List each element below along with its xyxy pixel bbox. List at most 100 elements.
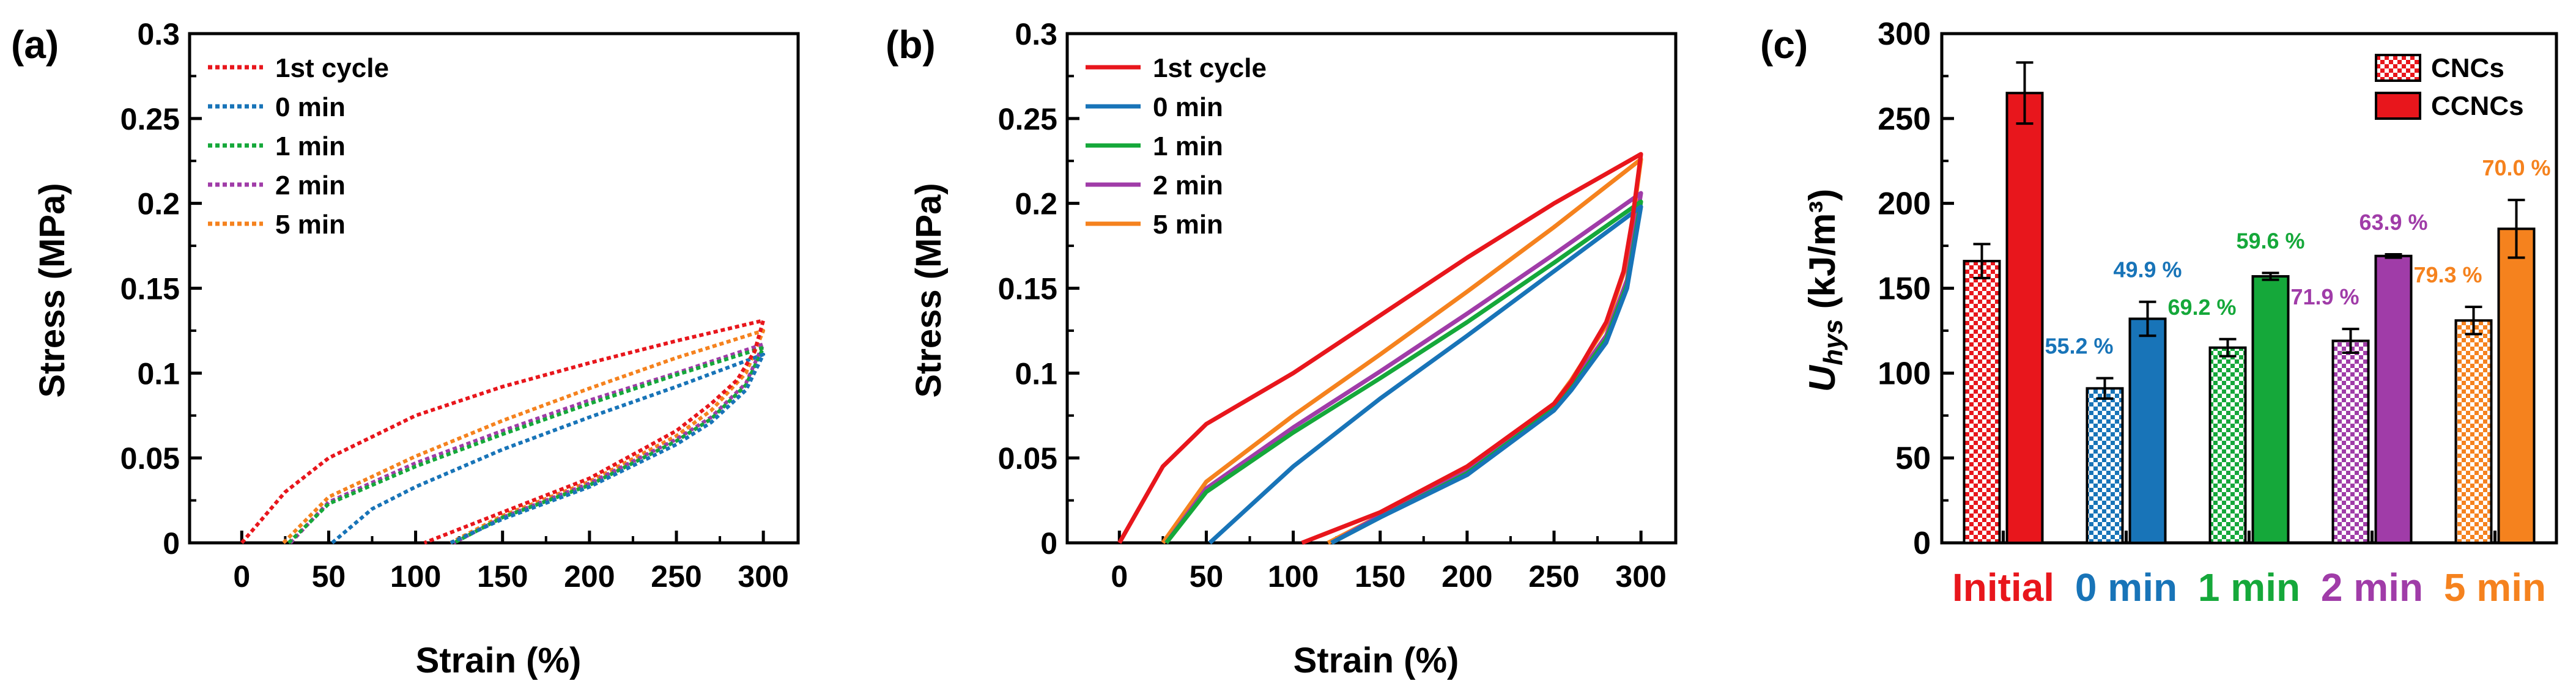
legend-swatch-cncs (2375, 54, 2421, 82)
series-line-5-min (1161, 157, 1643, 545)
legend-label: CCNCs (2431, 91, 2524, 121)
legend-label: 2 min (275, 171, 346, 201)
x-tick-label: 100 (390, 559, 441, 594)
y-tick-label: 0.15 (998, 272, 1057, 306)
y-tick-label: 200 (1878, 186, 1931, 222)
y-axis-label-symbol: U (1802, 364, 1843, 392)
y-axis-label-units: (kJ/m³) (1802, 189, 1843, 319)
y-tick-label: 250 (1878, 101, 1931, 137)
y-tick-label: 0.3 (137, 17, 180, 51)
x-tick-label: 300 (738, 559, 788, 594)
series-line-0-min (331, 352, 766, 545)
category-label: Initial (1952, 565, 2054, 609)
series-line-0-min (1208, 204, 1643, 545)
y-axis-label: Stress (MPa) (32, 183, 72, 397)
series-line-1-min (1164, 199, 1643, 545)
y-tick-label: 0.3 (1015, 17, 1057, 51)
series-line-2-min (289, 342, 766, 545)
y-tick-label: 0 (163, 526, 180, 561)
panel-label: (b) (886, 23, 936, 67)
x-tick-label: 200 (1442, 559, 1492, 594)
x-tick-label: 100 (1268, 559, 1319, 594)
legend-label: CNCs (2431, 53, 2504, 83)
bar-cncs-initial (1963, 260, 2001, 544)
series-line-1st-cycle (240, 318, 766, 545)
percent-annotation: 69.2 % (2167, 295, 2236, 320)
x-tick-label: 250 (1528, 559, 1579, 594)
bar-ccncs-initial (2005, 92, 2044, 544)
bar-cncs-2-min (2331, 339, 2370, 544)
bar-ccncs-2-min (2374, 254, 2413, 544)
x-tick-label: 0 (1111, 559, 1128, 594)
y-tick-label: 0.25 (998, 102, 1057, 136)
percent-annotation: 49.9 % (2113, 257, 2182, 282)
x-tick-label: 50 (1190, 559, 1224, 594)
bar-ccncs-1-min (2251, 275, 2290, 544)
y-tick-label: 100 (1878, 356, 1931, 391)
y-tick-label: 0.2 (137, 187, 180, 221)
percent-annotation: 70.0 % (2482, 155, 2550, 180)
panel-a: (a) Stress (MPa) Strain (%) 0 50 100 150 200… (11, 17, 800, 680)
bar-cncs-1-min (2208, 346, 2247, 545)
panel-b: (b) Stress (MPa) Strain (%) 0 50 100 150 200… (886, 17, 1678, 680)
legend-label: 5 min (1153, 210, 1223, 240)
panel-label: (a) (11, 23, 59, 67)
legend-label: 0 min (1153, 92, 1223, 122)
y-axis-label: Uhys (kJ/m³) (1802, 189, 1848, 392)
y-tick-label: 0.25 (120, 102, 180, 136)
legend-swatch-ccncs (2375, 92, 2421, 120)
x-axis-label: Strain (%) (416, 641, 582, 680)
category-label: 1 min (2198, 565, 2300, 609)
x-tick-label: 250 (651, 559, 701, 594)
percent-annotation: 63.9 % (2359, 210, 2427, 235)
series-line-1st-cycle (1117, 152, 1643, 545)
series-line-1-min (287, 345, 766, 545)
bar-cncs-0-min (2086, 387, 2124, 544)
percent-annotation: 59.6 % (2236, 229, 2304, 254)
x-tick-label: 300 (1615, 559, 1666, 594)
x-axis-label: Strain (%) (1294, 641, 1459, 680)
category-label: 5 min (2444, 565, 2546, 609)
bar-cncs-5-min (2454, 319, 2493, 544)
panel-label: (c) (1760, 23, 1808, 67)
y-tick-label: 0.15 (120, 272, 180, 306)
y-axis-label-subscript: hys (1818, 319, 1848, 366)
y-tick-label: 0 (1040, 526, 1057, 561)
bar-ccncs-0-min (2128, 317, 2167, 544)
x-tick-label: 50 (312, 559, 346, 594)
y-tick-label: 300 (1878, 17, 1931, 52)
hysteresis-bar-chart: Uhys (kJ/m³) 0 50 100 150 200 250 300 Initial 0 … (1802, 17, 2558, 609)
legend-label: 5 min (275, 210, 346, 240)
x-tick-label: 150 (1355, 559, 1405, 594)
x-tick-label: 200 (564, 559, 615, 594)
series-line-2-min (1164, 191, 1643, 545)
percent-annotation: 79.3 % (2413, 262, 2482, 287)
category-label: 0 min (2075, 565, 2177, 609)
legend-label: 1st cycle (275, 53, 389, 83)
legend-label: 1 min (275, 131, 346, 161)
y-tick-label: 0.05 (998, 441, 1057, 476)
x-tick-label: 0 (233, 559, 250, 594)
legend-label: 1 min (1153, 131, 1223, 161)
y-tick-label: 0 (1913, 526, 1931, 561)
stress-strain-chart-a: Stress (MPa) Strain (%) 0 50 100 150 200 250 3… (32, 17, 800, 680)
y-tick-label: 0.1 (1015, 356, 1057, 391)
panel-c: (c) Uhys (kJ/m³) 0 50 100 150 200 250 300 Initi… (1760, 17, 2558, 609)
legend-label: 2 min (1153, 171, 1223, 201)
percent-annotation: 55.2 % (2045, 334, 2113, 359)
stress-strain-chart-b: Stress (MPa) Strain (%) 0 50 100 150 200 250 3… (909, 17, 1678, 680)
x-tick-label: 150 (477, 559, 528, 594)
y-tick-label: 0.2 (1015, 187, 1057, 221)
category-label: 2 min (2321, 565, 2423, 609)
legend-label: 1st cycle (1153, 53, 1267, 83)
y-tick-label: 0.05 (120, 441, 180, 476)
y-tick-label: 50 (1895, 441, 1931, 476)
series-line-5-min (282, 328, 766, 545)
y-tick-label: 150 (1878, 271, 1931, 307)
legend-label: 0 min (275, 92, 346, 122)
bar-ccncs-5-min (2497, 227, 2536, 545)
y-axis-label: Stress (MPa) (909, 183, 949, 397)
percent-annotation: 71.9 % (2290, 284, 2359, 309)
y-tick-label: 0.1 (137, 356, 180, 391)
